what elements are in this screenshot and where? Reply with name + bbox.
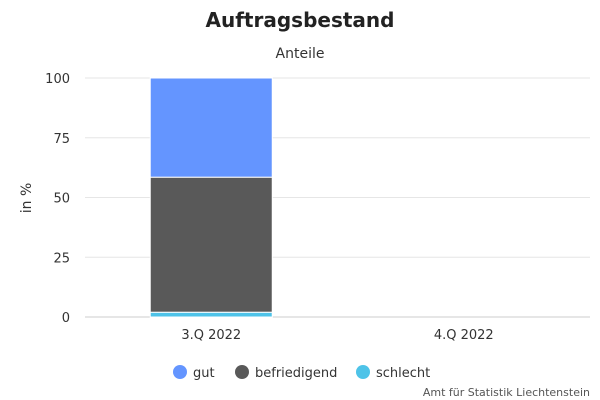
y-axis-label: in % [19,183,35,214]
bar-segment-befriedigend[interactable] [149,176,273,313]
y-tick-label: 100 [45,72,70,87]
x-tick-label: 4.Q 2022 [434,328,494,343]
y-tick-label: 25 [53,251,70,266]
legend-label: gut [193,366,215,381]
bar-segment-gut[interactable] [149,77,273,178]
y-tick-label: 50 [53,192,70,207]
x-tick-label: 3.Q 2022 [181,328,241,343]
y-tick-label: 75 [53,132,70,147]
legend-label: schlecht [376,366,430,381]
chart-subtitle: Anteile [276,46,325,62]
legend-item-gut[interactable]: gut [173,365,215,381]
legend-item-schlecht[interactable]: schlecht [356,365,430,381]
legend-marker [173,365,187,379]
legend-label: befriedigend [255,366,337,381]
legend-marker [356,365,370,379]
y-tick-label: 0 [62,311,70,326]
bar-segment-schlecht[interactable] [149,311,273,318]
legend-marker [235,365,249,379]
legend-item-befriedigend[interactable]: befriedigend [235,365,337,381]
credit-text: Amt für Statistik Liechtenstein [423,386,590,399]
chart-title: Auftragsbestand [206,8,395,32]
